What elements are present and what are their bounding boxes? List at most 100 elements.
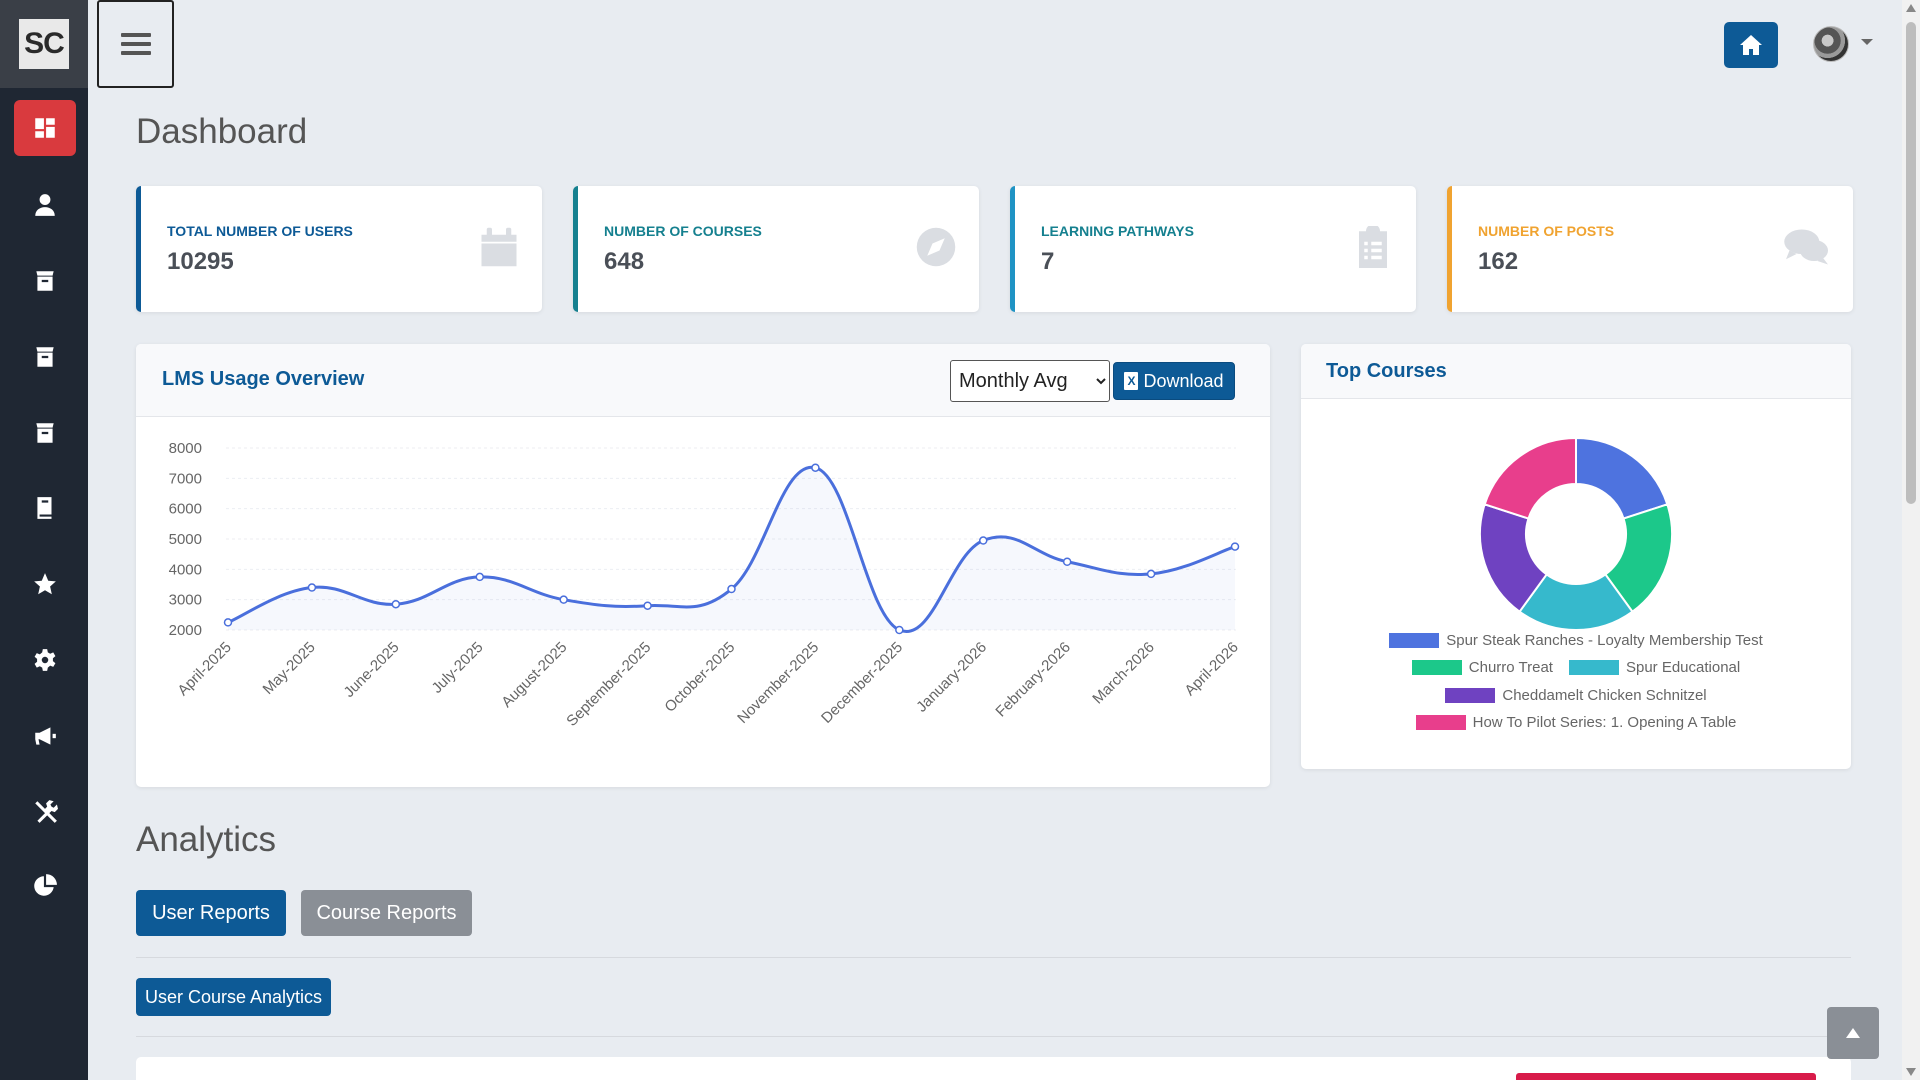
home-icon [1740, 35, 1762, 55]
sidebar-item-dashboard[interactable] [14, 100, 76, 156]
stat-value: 648 [604, 248, 645, 275]
stat-card-pathways: LEARNING PATHWAYS 7 [1010, 186, 1416, 312]
page-title: Dashboard [136, 112, 308, 151]
back-to-top-button[interactable] [1827, 1007, 1879, 1059]
x-tick-label: October-2025 [661, 639, 738, 716]
analytics-panel [136, 1057, 1851, 1080]
legend-item[interactable]: Spur Steak Ranches - Loyalty Membership … [1389, 632, 1763, 649]
usage-panel: LMS Usage Overview Monthly Avg X Downloa… [136, 344, 1270, 787]
y-tick-label: 6000 [169, 501, 202, 518]
legend-label: Spur Educational [1625, 659, 1741, 676]
data-point[interactable] [1062, 557, 1072, 566]
legend-label: Cheddamelt Chicken Schnitzel [1502, 687, 1707, 704]
data-point[interactable] [895, 625, 904, 635]
chevron-up-icon [1846, 1028, 1860, 1038]
pie-chart-icon [34, 874, 57, 896]
x-tick-label: November-2025 [734, 639, 822, 727]
x-tick-label: June-2025 [341, 639, 403, 701]
stat-card-courses: NUMBER OF COURSES 648 [573, 186, 979, 312]
x-tick-label: September-2025 [563, 639, 654, 730]
stat-label: NUMBER OF COURSES [604, 223, 762, 239]
legend-label: Churro Treat [1468, 659, 1553, 676]
user-course-analytics-button[interactable]: User Course Analytics [136, 978, 331, 1016]
stat-value: 7 [1041, 248, 1055, 275]
user-icon [35, 194, 55, 216]
sidebar-item-books[interactable] [14, 480, 76, 536]
gear-icon [34, 649, 56, 671]
usage-title: LMS Usage Overview [162, 368, 365, 390]
excel-file-icon: X [1124, 372, 1139, 390]
sidebar-item-archive-1[interactable] [14, 253, 76, 309]
data-point[interactable] [727, 584, 736, 594]
download-button[interactable]: X Download [1113, 362, 1235, 400]
y-tick-label: 8000 [169, 440, 202, 457]
legend-item[interactable]: Churro Treat [1411, 659, 1553, 676]
top-courses-title: Top Courses [1326, 360, 1447, 382]
x-tick-label: January-2026 [913, 639, 990, 716]
hamburger-icon [120, 33, 151, 55]
divider [136, 1036, 1851, 1037]
book-icon [37, 497, 52, 519]
star-icon [34, 573, 56, 595]
legend-item[interactable]: How To Pilot Series: 1. Opening A Table [1415, 714, 1736, 731]
donut-slice[interactable] [1575, 436, 1669, 520]
menu-toggle-button[interactable] [97, 0, 174, 88]
x-tick-label: April-2025 [174, 639, 234, 699]
data-point[interactable] [475, 572, 484, 582]
tab-course-reports[interactable]: Course Reports [301, 890, 472, 936]
download-label: Download [1143, 370, 1224, 391]
avatar[interactable] [1813, 26, 1849, 62]
data-point[interactable] [811, 463, 820, 472]
calendar-icon [481, 227, 517, 267]
data-point[interactable] [559, 595, 568, 604]
top-courses-panel: Top Courses Spur Steak Ranches - Loyalty… [1301, 344, 1851, 769]
x-tick-label: February-2026 [992, 639, 1074, 721]
sidebar-item-archive-3[interactable] [14, 405, 76, 461]
sidebar-item-favorites[interactable] [14, 556, 76, 612]
tab-user-reports[interactable]: User Reports [136, 890, 286, 936]
sidebar-item-reports[interactable] [14, 858, 76, 914]
data-point[interactable] [223, 618, 233, 627]
data-point[interactable] [307, 583, 317, 592]
y-tick-label: 3000 [169, 592, 202, 609]
analytics-title: Analytics [136, 820, 277, 859]
period-select[interactable]: Monthly Avg [950, 360, 1110, 402]
scroll-thumb[interactable] [1906, 22, 1916, 504]
stat-card-posts: NUMBER OF POSTS 162 [1447, 186, 1853, 312]
logo-text: SC [19, 19, 69, 69]
data-point[interactable] [643, 601, 652, 610]
stat-label: LEARNING PATHWAYS [1041, 223, 1194, 239]
home-button[interactable] [1724, 22, 1778, 68]
stat-value: 162 [1478, 248, 1519, 275]
data-point[interactable] [391, 599, 401, 609]
logo[interactable]: SC [0, 0, 88, 88]
legend-item[interactable]: Cheddamelt Chicken Schnitzel [1445, 687, 1707, 704]
data-point[interactable] [979, 536, 988, 545]
sidebar-item-users[interactable] [14, 177, 76, 233]
data-point[interactable] [1230, 542, 1240, 551]
chevron-down-icon[interactable] [1861, 39, 1873, 45]
sidebar-item-announcements[interactable] [14, 708, 76, 764]
sidebar-item-tools[interactable] [14, 783, 76, 839]
usage-series-line [227, 466, 1236, 634]
y-tick-label: 4000 [169, 561, 202, 578]
comments-icon [1784, 229, 1828, 265]
legend-item[interactable]: Spur Educational [1568, 659, 1741, 676]
scroll-up-arrow[interactable] [1906, 4, 1916, 12]
sidebar-item-settings[interactable] [14, 632, 76, 688]
scrollbar[interactable] [1902, 0, 1920, 1080]
clipboard-list-icon [1359, 226, 1387, 268]
stat-label: TOTAL NUMBER OF USERS [167, 223, 353, 239]
usage-area-fill [228, 467, 1235, 632]
scroll-down-arrow[interactable] [1906, 1068, 1916, 1076]
donut-slice[interactable] [1483, 436, 1577, 520]
data-point[interactable] [1146, 569, 1156, 579]
stat-card-users: TOTAL NUMBER OF USERS 10295 [136, 186, 542, 312]
x-tick-label: March-2026 [1089, 639, 1158, 708]
sidebar: SC [0, 0, 88, 1080]
megaphone-icon [35, 727, 56, 745]
tools-icon [35, 800, 58, 823]
sidebar-item-archive-2[interactable] [14, 329, 76, 385]
y-tick-label: 7000 [169, 470, 202, 487]
archive-box-icon [36, 347, 54, 367]
